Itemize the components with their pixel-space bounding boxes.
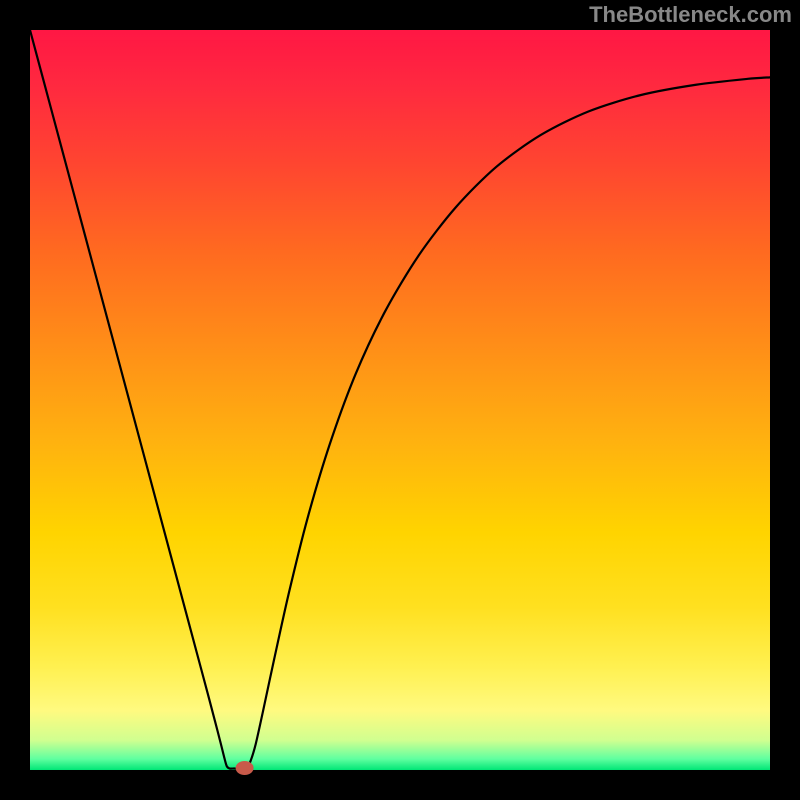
- plot-background: [30, 30, 770, 770]
- watermark-text: TheBottleneck.com: [589, 2, 792, 28]
- chart-svg: [0, 0, 800, 800]
- bottleneck-chart: TheBottleneck.com: [0, 0, 800, 800]
- optimal-point-marker: [236, 761, 254, 775]
